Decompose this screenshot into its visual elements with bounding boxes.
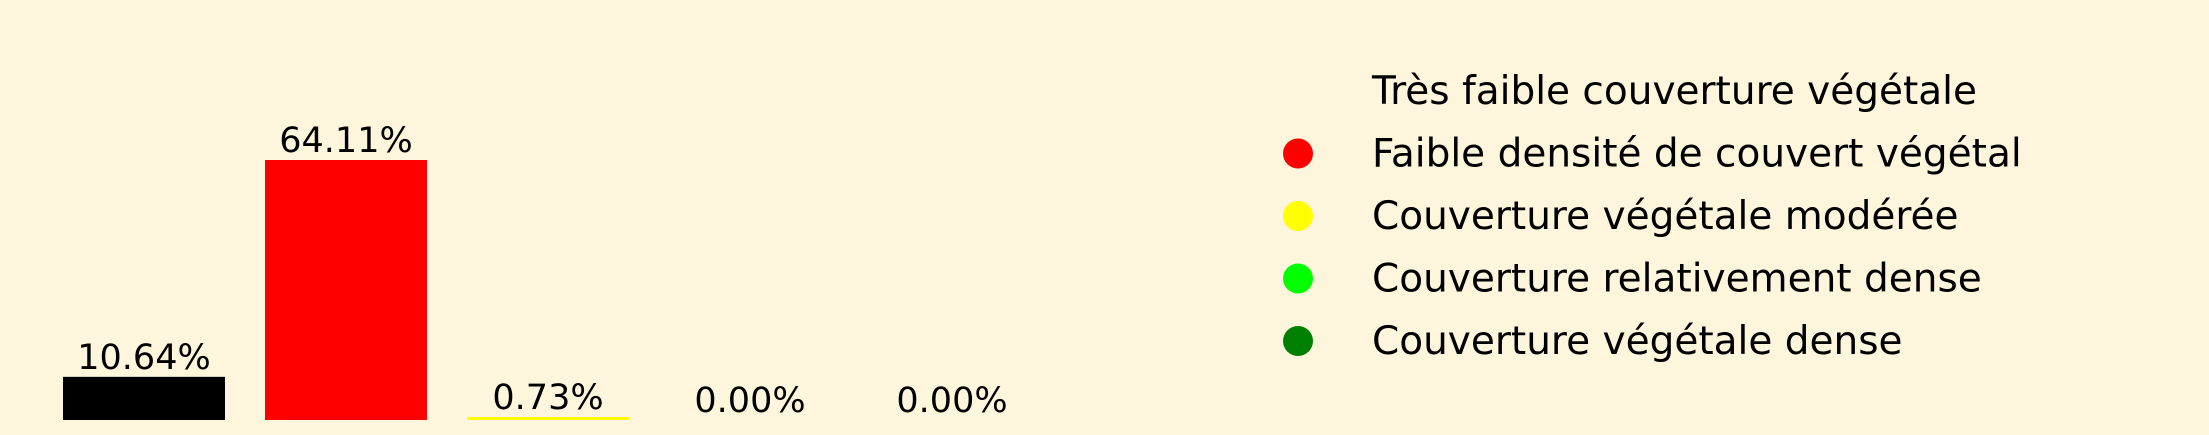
data-label-1: 10.64%: [77, 338, 210, 378]
legend-label-3: Couverture végétale modérée: [1372, 194, 1959, 239]
data-label-2: 64.11%: [279, 121, 412, 161]
bar-1: [63, 376, 225, 420]
legend-marker-4: [1283, 263, 1313, 294]
bar-3: [467, 417, 629, 420]
legend-label-2: Faible densité de couvert végétal: [1372, 132, 2022, 177]
legend-marker-5: [1283, 326, 1313, 356]
legend-label-1: Très faible couverture végétale: [1371, 69, 1977, 114]
bar-2: [265, 160, 427, 420]
data-label-3: 0.73%: [492, 378, 603, 418]
legend: Très faible couverture végétale Faible de…: [1283, 69, 2022, 364]
legend-marker-2: [1283, 138, 1313, 169]
legend-marker-3: [1283, 201, 1313, 231]
data-label-4: 0.00%: [694, 381, 805, 421]
data-label-5: 0.00%: [896, 381, 1007, 421]
legend-label-4: Couverture relativement dense: [1372, 257, 1982, 302]
bars: [63, 160, 629, 420]
legend-label-5: Couverture végétale dense: [1372, 319, 1903, 364]
data-labels: 10.64% 64.11% 0.73% 0.00% 0.00%: [77, 121, 1007, 421]
